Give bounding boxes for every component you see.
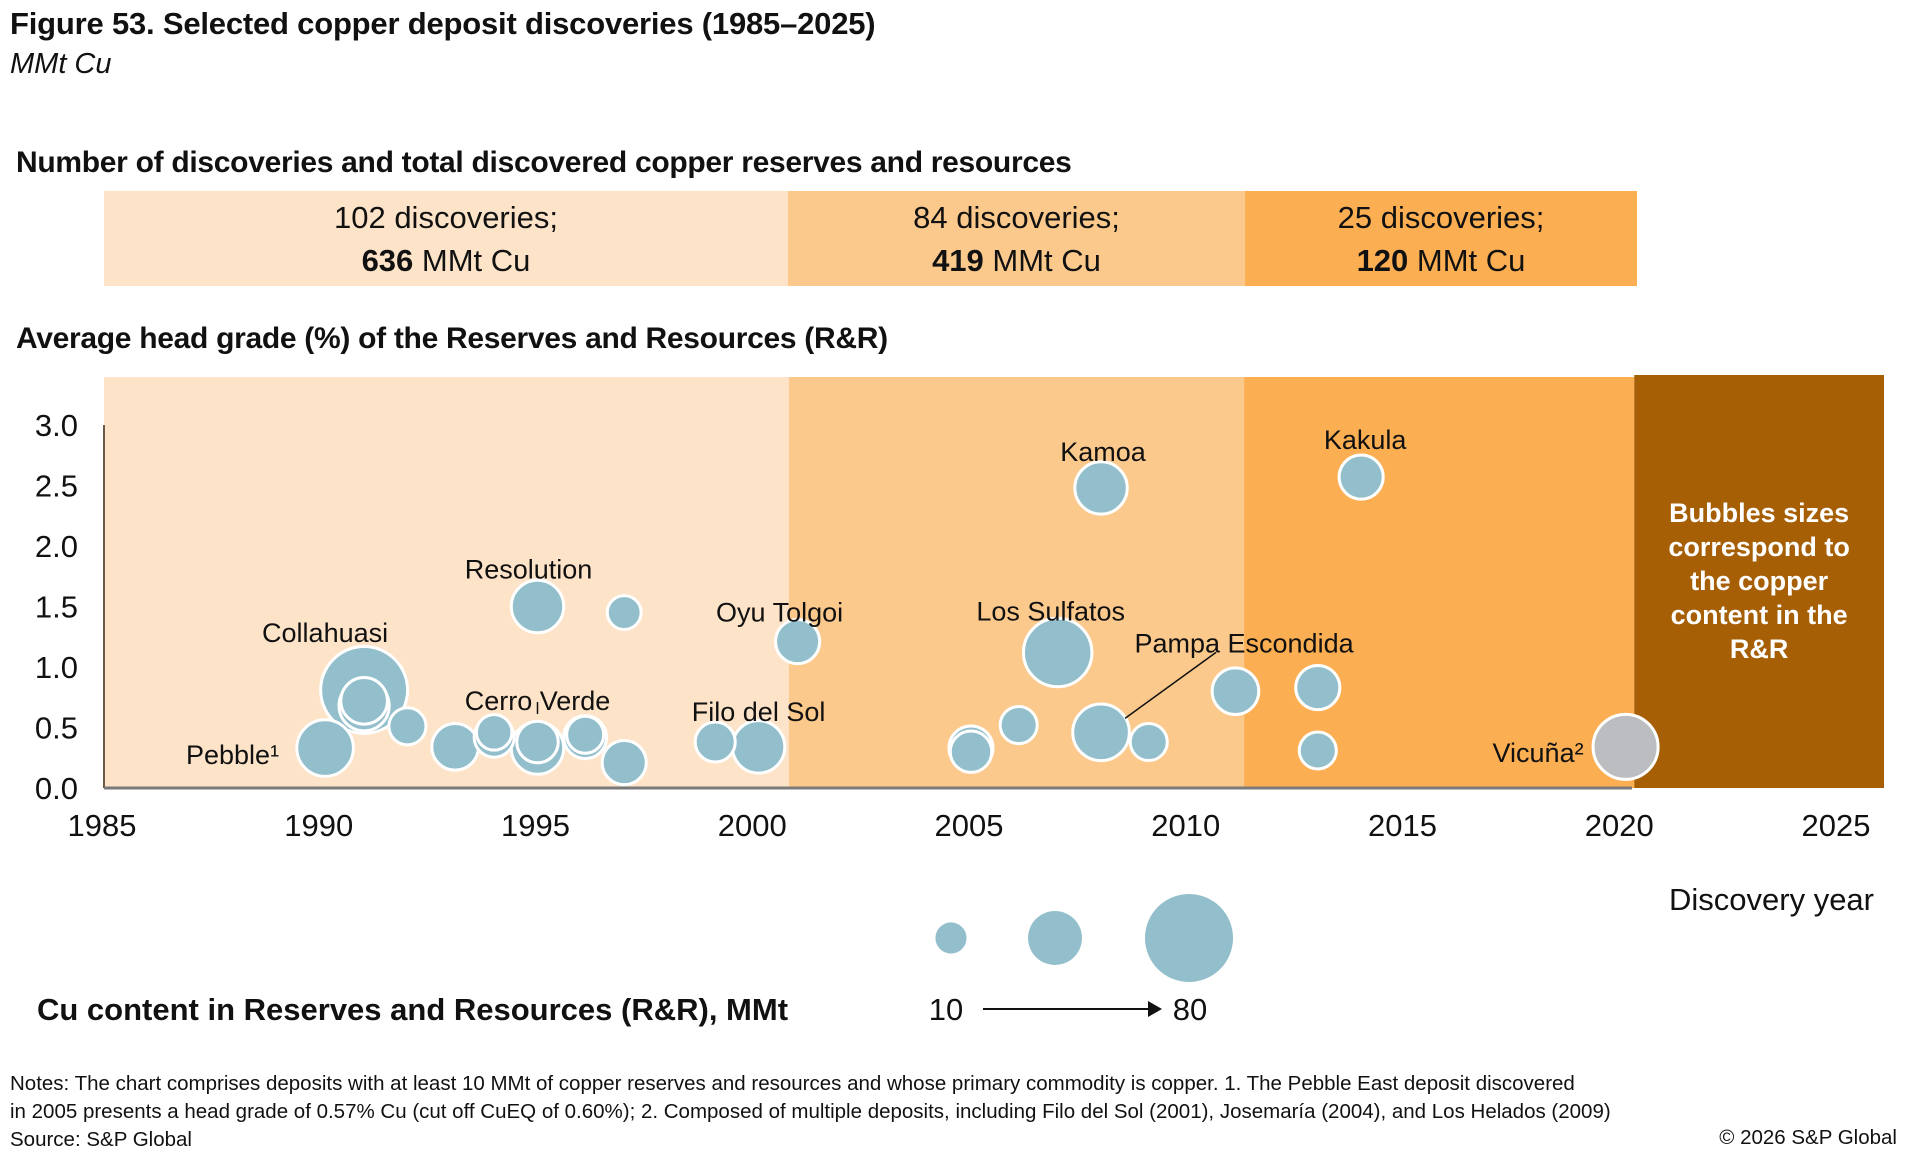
x-tick-label: 1990 (284, 808, 353, 843)
bubble (998, 705, 1039, 746)
x-tick-label: 2005 (935, 808, 1004, 843)
bubble-label: Filo del Sol (692, 697, 826, 727)
size-legend-bubble (1144, 893, 1234, 983)
bubble-label: Pebble¹ (186, 740, 279, 770)
x-tick-label: 1985 (68, 808, 137, 843)
x-tick-label: 1995 (501, 808, 570, 843)
bubble (474, 713, 514, 752)
period-summary-3: 25 discoveries; 120 MMt Cu (1245, 191, 1637, 286)
bubble-filo-del-sol (730, 719, 787, 775)
bubble (1128, 721, 1169, 763)
bubble (430, 722, 480, 772)
size-legend-value: 80 (1173, 992, 1207, 1027)
size-legend-title: Cu content in Reserves and Resources (R&… (37, 992, 788, 1027)
period-bands (104, 377, 1635, 788)
leader-line (1124, 651, 1217, 719)
period-summary-1: 102 discoveries; 636 MMt Cu (104, 191, 788, 286)
x-tick-label: 2025 (1802, 808, 1871, 843)
note-panel-background (1634, 375, 1884, 788)
period-2-total: 419 (932, 242, 984, 278)
period-1-unit: MMt Cu (413, 242, 531, 278)
bubble (1297, 730, 1338, 771)
period-1-discoveries: 102 discoveries; (333, 199, 558, 235)
bubble-label: Pampa Escondida (1134, 628, 1354, 658)
copyright: © 2026 S&P Global (1719, 1126, 1897, 1149)
bubble-label: Kamoa (1060, 437, 1147, 467)
y-tick-label: 1.0 (35, 650, 78, 685)
bubble-label: Los Sulfatos (976, 596, 1125, 626)
x-tick-label: 2010 (1151, 808, 1220, 843)
bubbles (295, 453, 1660, 787)
period-2-discoveries: 84 discoveries; (913, 199, 1120, 235)
size-legend-bubble (1028, 911, 1082, 965)
summary-heading: Number of discoveries and total discover… (16, 146, 1072, 179)
period-3-total: 120 (1356, 242, 1409, 278)
period-3-discoveries: 25 discoveries; (1337, 199, 1545, 235)
bubble-oyu-tolgoi (774, 618, 822, 666)
note-panel-line: Bubbles sizes (1669, 498, 1849, 528)
bubble-kakula (1337, 453, 1385, 501)
period-band-1 (104, 377, 789, 788)
bubble (387, 706, 428, 747)
bubble-cerro-verde (515, 719, 560, 765)
bubble-label: Collahuasi (262, 618, 388, 648)
y-tick-label: 0.5 (35, 711, 78, 746)
figure-subtitle: MMt Cu (10, 48, 112, 80)
bubble-label: Kakula (1324, 425, 1408, 455)
bubble-los-sulfatos (1021, 616, 1094, 689)
chart-heading: Average head grade (%) of the Reserves a… (16, 322, 888, 355)
bubble-label: Resolution (465, 555, 593, 585)
y-tick-label: 2.5 (35, 469, 78, 504)
note-panel-line: correspond to (1668, 532, 1850, 562)
x-axis-title: Discovery year (1669, 882, 1874, 917)
y-tick-label: 0.0 (35, 771, 78, 806)
note-panel: Bubbles sizes correspond to the copper cont… (1634, 375, 1884, 788)
y-tick-labels: 0.0 0.5 1.0 1.5 2.0 2.5 3.0 (35, 408, 78, 806)
bubble-pebble (295, 718, 355, 778)
y-tick-label: 1.5 (35, 590, 78, 625)
x-tick-label: 2000 (718, 808, 787, 843)
note-panel-line: content in the (1671, 600, 1848, 630)
note-panel-line: R&R (1730, 634, 1789, 664)
bubble-vicu-a (1591, 712, 1660, 781)
bubble (693, 720, 737, 764)
figure-title: Figure 53. Selected copper deposit disco… (10, 6, 876, 41)
arrow-head-icon (1148, 1001, 1162, 1017)
x-tick-labels: 1985 1990 1995 2000 2005 2010 2015 2020 2025 (68, 808, 1871, 843)
bubble-resolution (509, 578, 566, 635)
period-1-total: 636 (361, 242, 414, 278)
x-tick-label: 2020 (1585, 808, 1654, 843)
footnotes: Notes: The chart comprises deposits with… (10, 1070, 1900, 1154)
y-tick-label: 2.0 (35, 529, 78, 564)
bubble (565, 714, 606, 755)
note-line-1: Notes: The chart comprises deposits with… (10, 1072, 1575, 1095)
bubble (339, 676, 389, 726)
note-line-2: in 2005 presents a head grade of 0.57% C… (10, 1100, 1611, 1123)
bubble (605, 594, 643, 631)
period-summary-2: 84 discoveries; 419 MMt Cu (788, 191, 1245, 286)
bubble-kamoa (1073, 460, 1129, 516)
size-legend: 10 80 Cu content in Reserves and Resources… (37, 893, 1234, 1027)
bubble-label: Vicuña² (1493, 738, 1584, 768)
source-line: Source: S&P Global (10, 1128, 192, 1151)
period-band-3 (1244, 377, 1635, 788)
bubble (1210, 666, 1261, 717)
bubble (948, 729, 994, 774)
note-panel-line: the copper (1690, 566, 1829, 596)
y-tick-label: 3.0 (35, 408, 78, 443)
size-legend-value: 10 (929, 992, 963, 1027)
bubble-pampa-escondida (1071, 702, 1131, 763)
bubble (600, 739, 648, 787)
bubble-chart: Bubbles sizes correspond to the copper cont… (35, 375, 1884, 1027)
x-tick-label: 2015 (1368, 808, 1437, 843)
size-legend-bubble (935, 922, 967, 954)
period-2-unit: MMt Cu (983, 242, 1101, 278)
bubble-label: Oyu Tolgoi (716, 598, 843, 628)
bubble (1294, 664, 1342, 712)
period-3-unit: MMt Cu (1408, 242, 1526, 278)
